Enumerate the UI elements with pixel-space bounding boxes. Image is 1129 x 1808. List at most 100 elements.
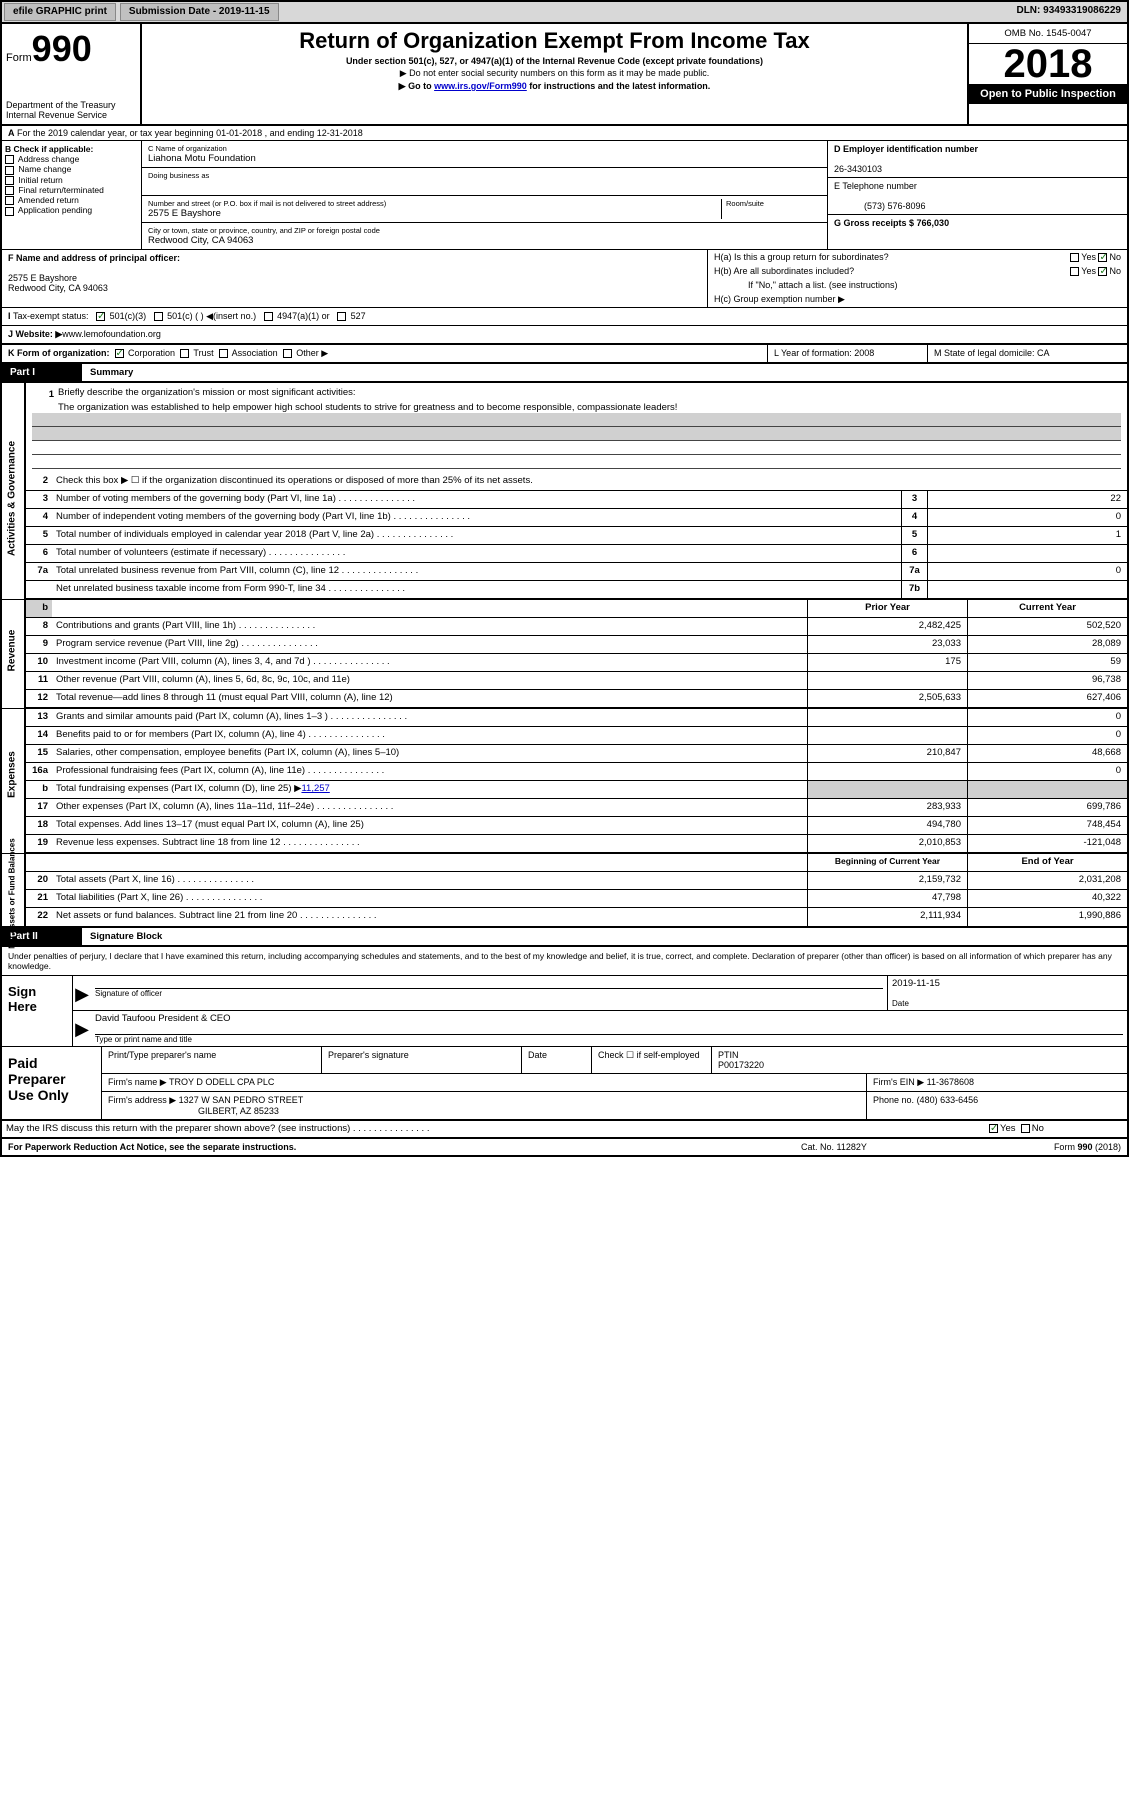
ps-label: Preparer's signature	[322, 1047, 522, 1073]
e20: 2,031,208	[967, 872, 1127, 889]
firm-city: GILBERT, AZ 85233	[108, 1106, 279, 1116]
hb-yes[interactable]	[1070, 267, 1079, 276]
b21: 47,798	[807, 890, 967, 907]
section-activities-governance: Activities & Governance 1Briefly describ…	[2, 383, 1127, 600]
hc-row: H(c) Group exemption number ▶	[708, 292, 1127, 307]
hdr-current-year: Current Year	[967, 600, 1127, 617]
city-label: City or town, state or province, country…	[148, 226, 821, 235]
firm-name: TROY D ODELL CPA PLC	[169, 1077, 274, 1087]
chk-4947[interactable]	[264, 312, 273, 321]
p16a	[807, 763, 967, 780]
mission-text: The organization was established to help…	[32, 402, 1121, 413]
hdr-sub2: ▶ Do not enter social security numbers o…	[146, 68, 963, 79]
c17: 699,786	[967, 799, 1127, 816]
val4: 0	[927, 509, 1127, 526]
row-j-website: J Website: ▶ www.lemofoundation.org	[2, 326, 1127, 345]
c11: 96,738	[967, 672, 1127, 689]
may-yes[interactable]	[989, 1124, 998, 1133]
ein-label: D Employer identification number	[834, 144, 978, 154]
line7b: Net unrelated business taxable income fr…	[52, 581, 901, 598]
c13: 0	[967, 709, 1127, 726]
arrow-icon: ▶	[73, 1011, 91, 1046]
section-bc: B Check if applicable: Address change Na…	[2, 141, 1127, 250]
chk-final-return[interactable]	[5, 186, 14, 195]
part1-header: Part ISummary	[2, 364, 1127, 383]
ha-row: H(a) Is this a group return for subordin…	[708, 250, 1127, 264]
chk-name-change[interactable]	[5, 166, 14, 175]
p13	[807, 709, 967, 726]
form-title: Return of Organization Exempt From Incom…	[146, 28, 963, 54]
p11	[807, 672, 967, 689]
p17: 283,933	[807, 799, 967, 816]
year-formation: L Year of formation: 2008	[767, 345, 927, 362]
hdr-prior-year: Prior Year	[807, 600, 967, 617]
sign-here: Sign Here ▶ Signature of officer 2019-11…	[2, 976, 1127, 1046]
gross-receipts: G Gross receipts $ 766,030	[834, 218, 949, 228]
section-fh: F Name and address of principal officer:…	[2, 250, 1127, 308]
pt-label: Print/Type preparer's name	[102, 1047, 322, 1073]
dept-label: Department of the Treasury Internal Reve…	[6, 100, 136, 120]
e21: 40,322	[967, 890, 1127, 907]
chk-amended[interactable]	[5, 196, 14, 205]
val3: 22	[927, 491, 1127, 508]
public-inspection: Open to Public Inspection	[969, 84, 1127, 104]
chk-501c3[interactable]	[96, 312, 105, 321]
may-no[interactable]	[1021, 1124, 1030, 1133]
efile-print-button[interactable]: efile GRAPHIC print	[4, 3, 116, 21]
chk-other[interactable]	[283, 349, 292, 358]
c15: 48,668	[967, 745, 1127, 762]
hb-no[interactable]	[1098, 267, 1107, 276]
org-name: Liahona Motu Foundation	[148, 153, 821, 164]
line8: Contributions and grants (Part VIII, lin…	[52, 618, 807, 635]
vtab-exp: Expenses	[7, 715, 18, 835]
hdr-sub1: Under section 501(c), 527, or 4947(a)(1)…	[146, 56, 963, 66]
line16a: Professional fundraising fees (Part IX, …	[52, 763, 807, 780]
chk-app-pending[interactable]	[5, 207, 14, 216]
footer-cat: Cat. No. 11282Y	[801, 1142, 961, 1152]
hdr-end-year: End of Year	[967, 854, 1127, 871]
chk-corporation[interactable]	[115, 349, 124, 358]
dln-label: DLN: 93493319086229	[1010, 2, 1127, 22]
b20: 2,159,732	[807, 872, 967, 889]
hdr-sub3: ▶ Go to www.irs.gov/Form990 for instruct…	[146, 81, 963, 92]
sig-date: 2019-11-15	[892, 978, 940, 989]
chk-527[interactable]	[337, 312, 346, 321]
chk-trust[interactable]	[180, 349, 189, 358]
room-label: Room/suite	[726, 199, 821, 208]
hdr-beg-year: Beginning of Current Year	[807, 854, 967, 871]
form-number: Form990	[6, 28, 136, 70]
firm-addr: 1327 W SAN PEDRO STREET	[179, 1095, 304, 1105]
line21: Total liabilities (Part X, line 26)	[52, 890, 807, 907]
val5: 1	[927, 527, 1127, 544]
paid-preparer: Paid Preparer Use Only Print/Type prepar…	[2, 1046, 1127, 1121]
firm-phone: (480) 633-6456	[917, 1095, 979, 1105]
line17: Other expenses (Part IX, column (A), lin…	[52, 799, 807, 816]
signature-declaration: Under penalties of perjury, I declare th…	[2, 947, 1127, 976]
sig-date-label: Date	[892, 999, 1123, 1008]
c14: 0	[967, 727, 1127, 744]
chk-501c[interactable]	[154, 312, 163, 321]
chk-initial-return[interactable]	[5, 176, 14, 185]
line5: Total number of individuals employed in …	[52, 527, 901, 544]
dba-label: Doing business as	[148, 171, 821, 180]
hb-note: If "No," attach a list. (see instruction…	[708, 278, 1127, 292]
p15: 210,847	[807, 745, 967, 762]
c16a: 0	[967, 763, 1127, 780]
fundraising-link[interactable]: 11,257	[301, 783, 329, 794]
chk-association[interactable]	[219, 349, 228, 358]
officer-name: David Taufoou President & CEO	[95, 1013, 231, 1024]
chk-address-change[interactable]	[5, 155, 14, 164]
line15: Salaries, other compensation, employee b…	[52, 745, 807, 762]
ha-no[interactable]	[1098, 253, 1107, 262]
c8: 502,520	[967, 618, 1127, 635]
line9: Program service revenue (Part VIII, line…	[52, 636, 807, 653]
ha-yes[interactable]	[1070, 253, 1079, 262]
c18: 748,454	[967, 817, 1127, 834]
topbar: efile GRAPHIC print Submission Date - 20…	[2, 2, 1127, 24]
tel-value: (573) 576-8096	[834, 201, 926, 211]
val6	[927, 545, 1127, 562]
irs-link[interactable]: www.irs.gov/Form990	[434, 81, 527, 91]
officer-name-label: Type or print name and title	[95, 1034, 1123, 1044]
val7b	[927, 581, 1127, 598]
line10: Investment income (Part VIII, column (A)…	[52, 654, 807, 671]
